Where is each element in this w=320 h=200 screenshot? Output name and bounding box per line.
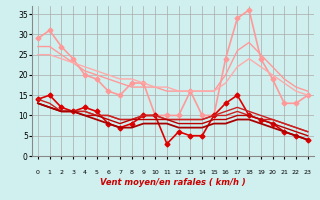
- X-axis label: Vent moyen/en rafales ( km/h ): Vent moyen/en rafales ( km/h ): [100, 178, 246, 187]
